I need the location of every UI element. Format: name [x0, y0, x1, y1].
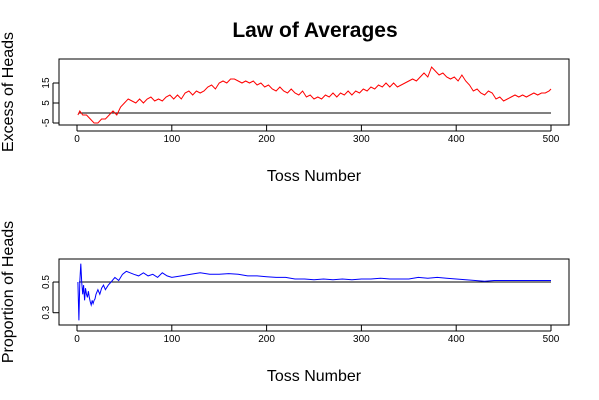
proportion-heads-y-axis-label: Proportion of Heads	[0, 221, 17, 363]
proportion-heads-y-tick-label-0.5: 0.5	[41, 275, 52, 289]
excess-heads-x-tick-label-400: 400	[448, 134, 465, 145]
proportion-heads-x-tick-label-300: 300	[353, 334, 370, 345]
proportion-heads-plot-frame	[58, 258, 570, 326]
proportion-heads-x-tick-label-100: 100	[163, 334, 180, 345]
excess-heads-series-line	[77, 66, 552, 124]
proportion-heads-y-tick-label-0.3: 0.3	[41, 305, 52, 319]
excess-heads-x-tick-label-500: 500	[543, 134, 560, 145]
excess-heads-panel: Toss Number Excess of Heads 0 100 200 300 40…	[0, 32, 570, 185]
proportion-heads-x-axis-label: Toss Number	[267, 368, 362, 385]
excess-heads-y-tick-label-5: 5	[41, 100, 52, 106]
excess-heads-x-tick-label-300: 300	[353, 134, 370, 145]
proportion-heads-series-line	[77, 263, 551, 321]
excess-heads-x-tick-label-200: 200	[258, 134, 275, 145]
excess-heads-plot-frame	[58, 58, 570, 126]
proportion-heads-x-tick-label-200: 200	[258, 334, 275, 345]
figure-title: Law of Averages	[232, 19, 397, 42]
excess-heads-y-tick-label--5: -5	[41, 118, 52, 127]
excess-heads-y-tick-label-15: 15	[41, 77, 52, 89]
excess-heads-x-tick-label-0: 0	[74, 134, 80, 145]
proportion-heads-x-tick-label-400: 400	[448, 334, 465, 345]
excess-heads-x-axis-label: Toss Number	[267, 168, 362, 185]
excess-heads-y-axis-label: Excess of Heads	[0, 32, 17, 152]
proportion-heads-panel: Toss Number Proportion of Heads 0 100 200 3…	[0, 221, 570, 385]
excess-heads-x-tick-label-100: 100	[163, 134, 180, 145]
proportion-heads-x-tick-label-0: 0	[74, 334, 80, 345]
proportion-heads-x-tick-label-500: 500	[543, 334, 560, 345]
